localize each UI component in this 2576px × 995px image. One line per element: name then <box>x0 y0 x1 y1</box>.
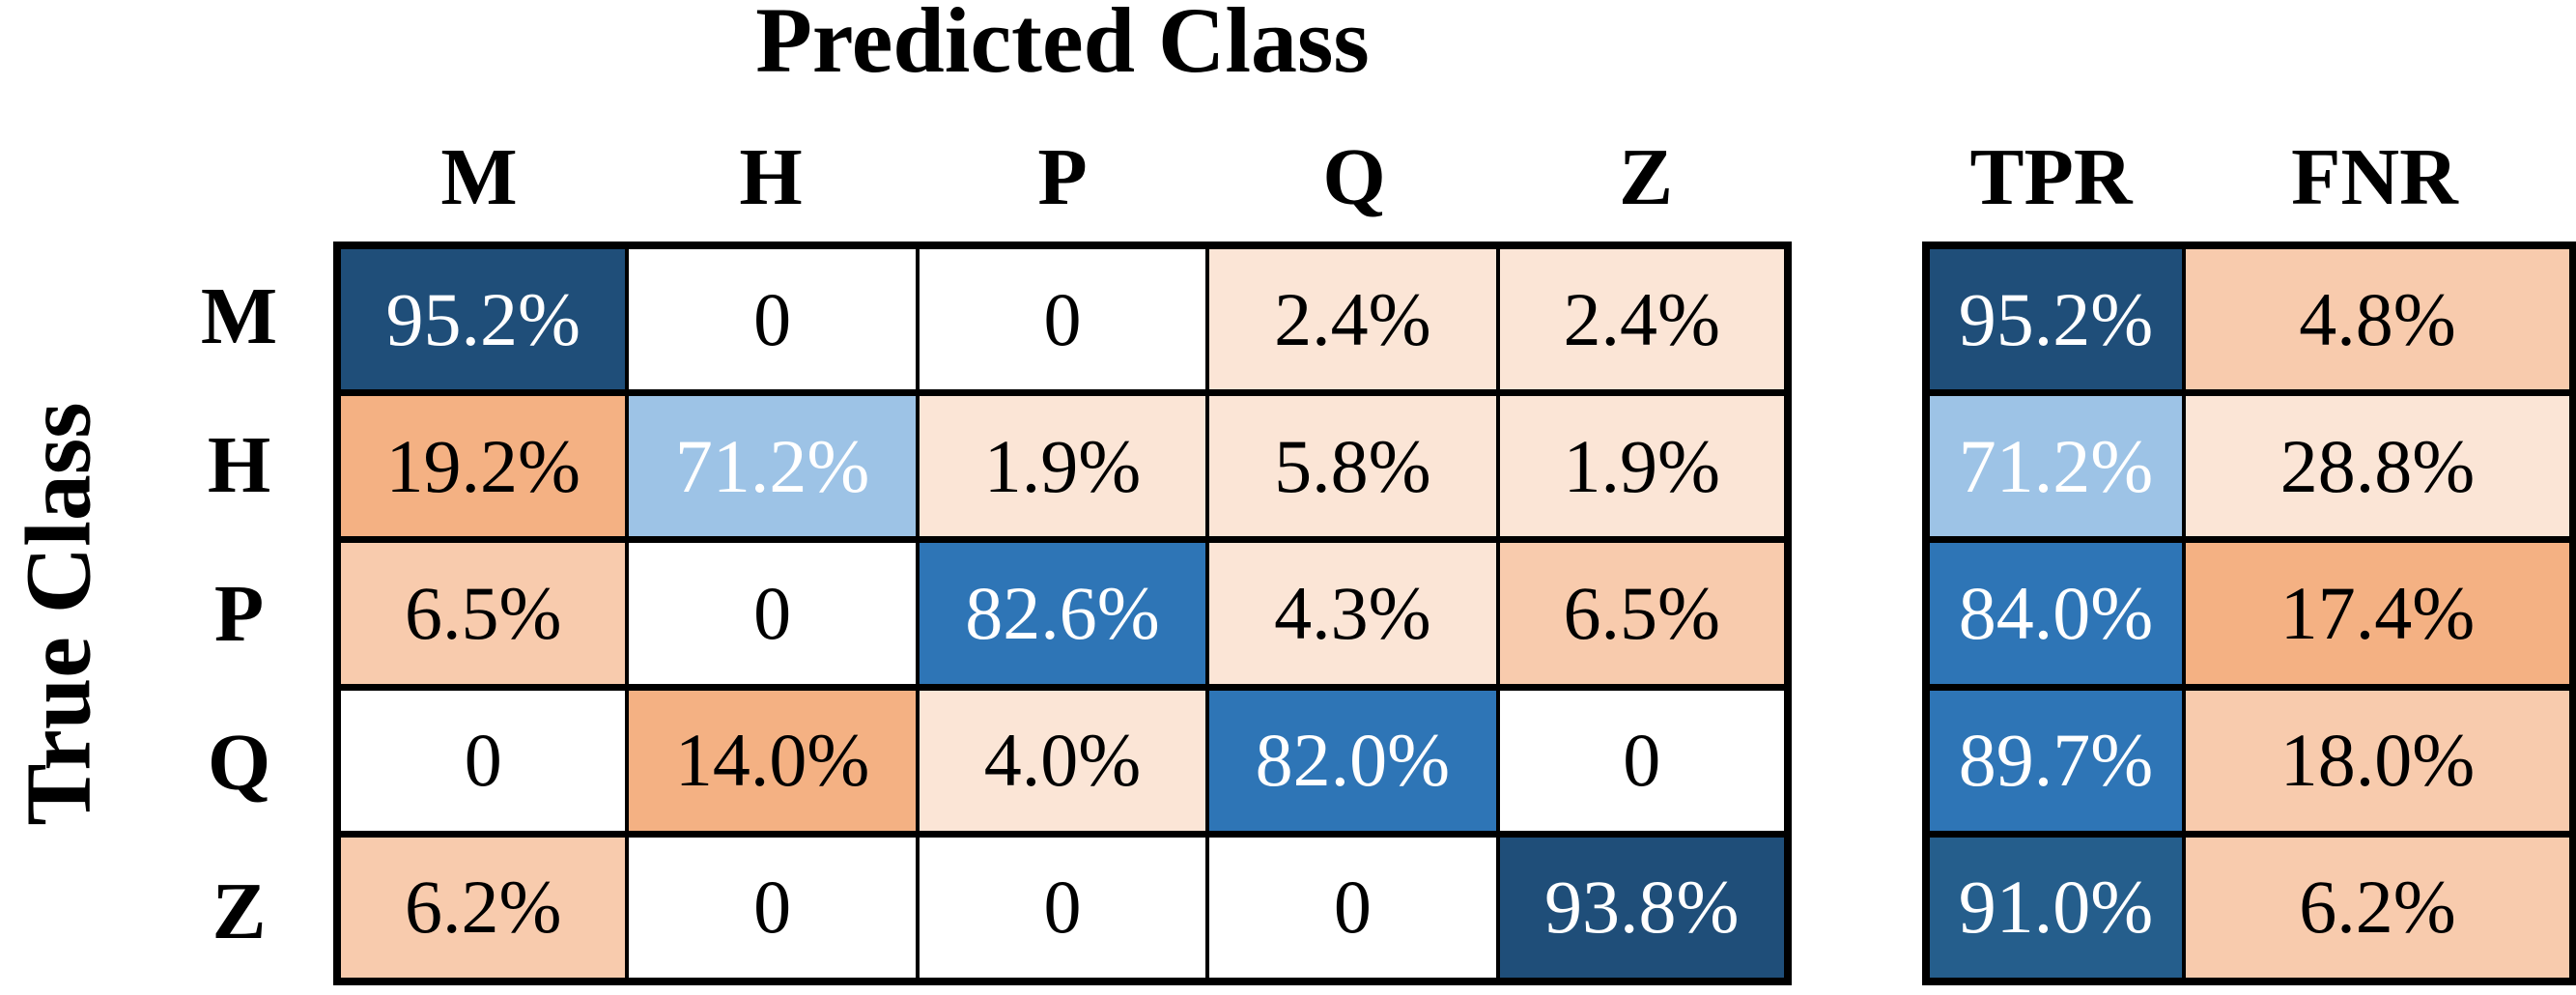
col-header-p: P <box>1037 131 1088 222</box>
row-header-p: P <box>213 568 265 659</box>
matrix-cell: 19.2% <box>334 389 630 544</box>
true-class-title: True Class <box>0 242 126 985</box>
matrix-cell: 0 <box>334 683 630 838</box>
confusion-matrix-table: 95.2% 0 0 2.4% 2.4% 19.2% 71.2% 1.9% 5.8… <box>333 242 1792 985</box>
fnr-header: FNR <box>2291 131 2458 222</box>
matrix-row-q: 0 14.0% 4.0% 82.0% 0 <box>334 683 1791 838</box>
true-class-title-text: True Class <box>6 401 110 826</box>
col-header-h: H <box>739 131 803 222</box>
matrix-cell: 0 <box>625 536 920 691</box>
matrix-cell: 14.0% <box>625 683 920 838</box>
matrix-row-h: 19.2% 71.2% 1.9% 5.8% 1.9% <box>334 389 1791 544</box>
matrix-cell: 1.9% <box>915 389 1210 544</box>
summary-headers: TPR FNR <box>1922 124 2569 230</box>
fnr-cell: 18.0% <box>2182 683 2575 838</box>
fnr-cell: 6.2% <box>2182 830 2575 985</box>
matrix-cell: 82.0% <box>1205 683 1500 838</box>
matrix-cell: 4.3% <box>1205 536 1500 691</box>
matrix-row-p: 6.5% 0 82.6% 4.3% 6.5% <box>334 536 1791 691</box>
matrix-cell: 6.5% <box>334 536 630 691</box>
tpr-header: TPR <box>1969 131 2133 222</box>
summary-row-h: 71.2% 28.8% <box>1924 389 2575 544</box>
matrix-cell: 0 <box>1495 683 1791 838</box>
true-class-headers: M H P Q Z <box>179 242 299 985</box>
matrix-cell: 5.8% <box>1205 389 1500 544</box>
summary-row-m: 95.2% 4.8% <box>1924 242 2575 397</box>
matrix-cell: 0 <box>915 830 1210 985</box>
matrix-cell: 2.4% <box>1495 242 1791 397</box>
matrix-cell: 4.0% <box>915 683 1210 838</box>
tpr-cell: 84.0% <box>1924 536 2186 691</box>
tpr-cell: 89.7% <box>1924 683 2186 838</box>
tpr-cell: 95.2% <box>1924 242 2186 397</box>
fnr-cell: 28.8% <box>2182 389 2575 544</box>
matrix-cell: 82.6% <box>915 536 1210 691</box>
matrix-cell: 95.2% <box>334 242 630 397</box>
matrix-cell: 2.4% <box>1205 242 1500 397</box>
summary-row-p: 84.0% 17.4% <box>1924 536 2575 691</box>
col-header-z: Z <box>1618 131 1674 222</box>
col-header-q: Q <box>1322 131 1386 222</box>
tpr-fnr-table: 95.2% 4.8% 71.2% 28.8% 84.0% 17.4% 89.7%… <box>1922 242 2576 985</box>
matrix-cell: 1.9% <box>1495 389 1791 544</box>
matrix-cell: 0 <box>625 830 920 985</box>
row-header-q: Q <box>207 717 271 808</box>
predicted-class-headers: M H P Q Z <box>333 124 1792 230</box>
tpr-cell: 91.0% <box>1924 830 2186 985</box>
summary-row-z: 91.0% 6.2% <box>1924 830 2575 985</box>
matrix-cell: 71.2% <box>625 389 920 544</box>
fnr-cell: 4.8% <box>2182 242 2575 397</box>
matrix-cell: 6.2% <box>334 830 630 985</box>
matrix-cell: 0 <box>625 242 920 397</box>
summary-row-q: 89.7% 18.0% <box>1924 683 2575 838</box>
row-header-m: M <box>200 270 278 361</box>
matrix-cell: 0 <box>1205 830 1500 985</box>
matrix-cell: 0 <box>915 242 1210 397</box>
col-header-m: M <box>440 131 518 222</box>
matrix-cell: 93.8% <box>1495 830 1791 985</box>
matrix-row-m: 95.2% 0 0 2.4% 2.4% <box>334 242 1791 397</box>
fnr-cell: 17.4% <box>2182 536 2575 691</box>
row-header-h: H <box>207 419 271 510</box>
matrix-row-z: 6.2% 0 0 0 93.8% <box>334 830 1791 985</box>
matrix-cell: 6.5% <box>1495 536 1791 691</box>
row-header-z: Z <box>212 866 267 956</box>
tpr-cell: 71.2% <box>1924 389 2186 544</box>
predicted-class-title: Predicted Class <box>755 0 1370 92</box>
